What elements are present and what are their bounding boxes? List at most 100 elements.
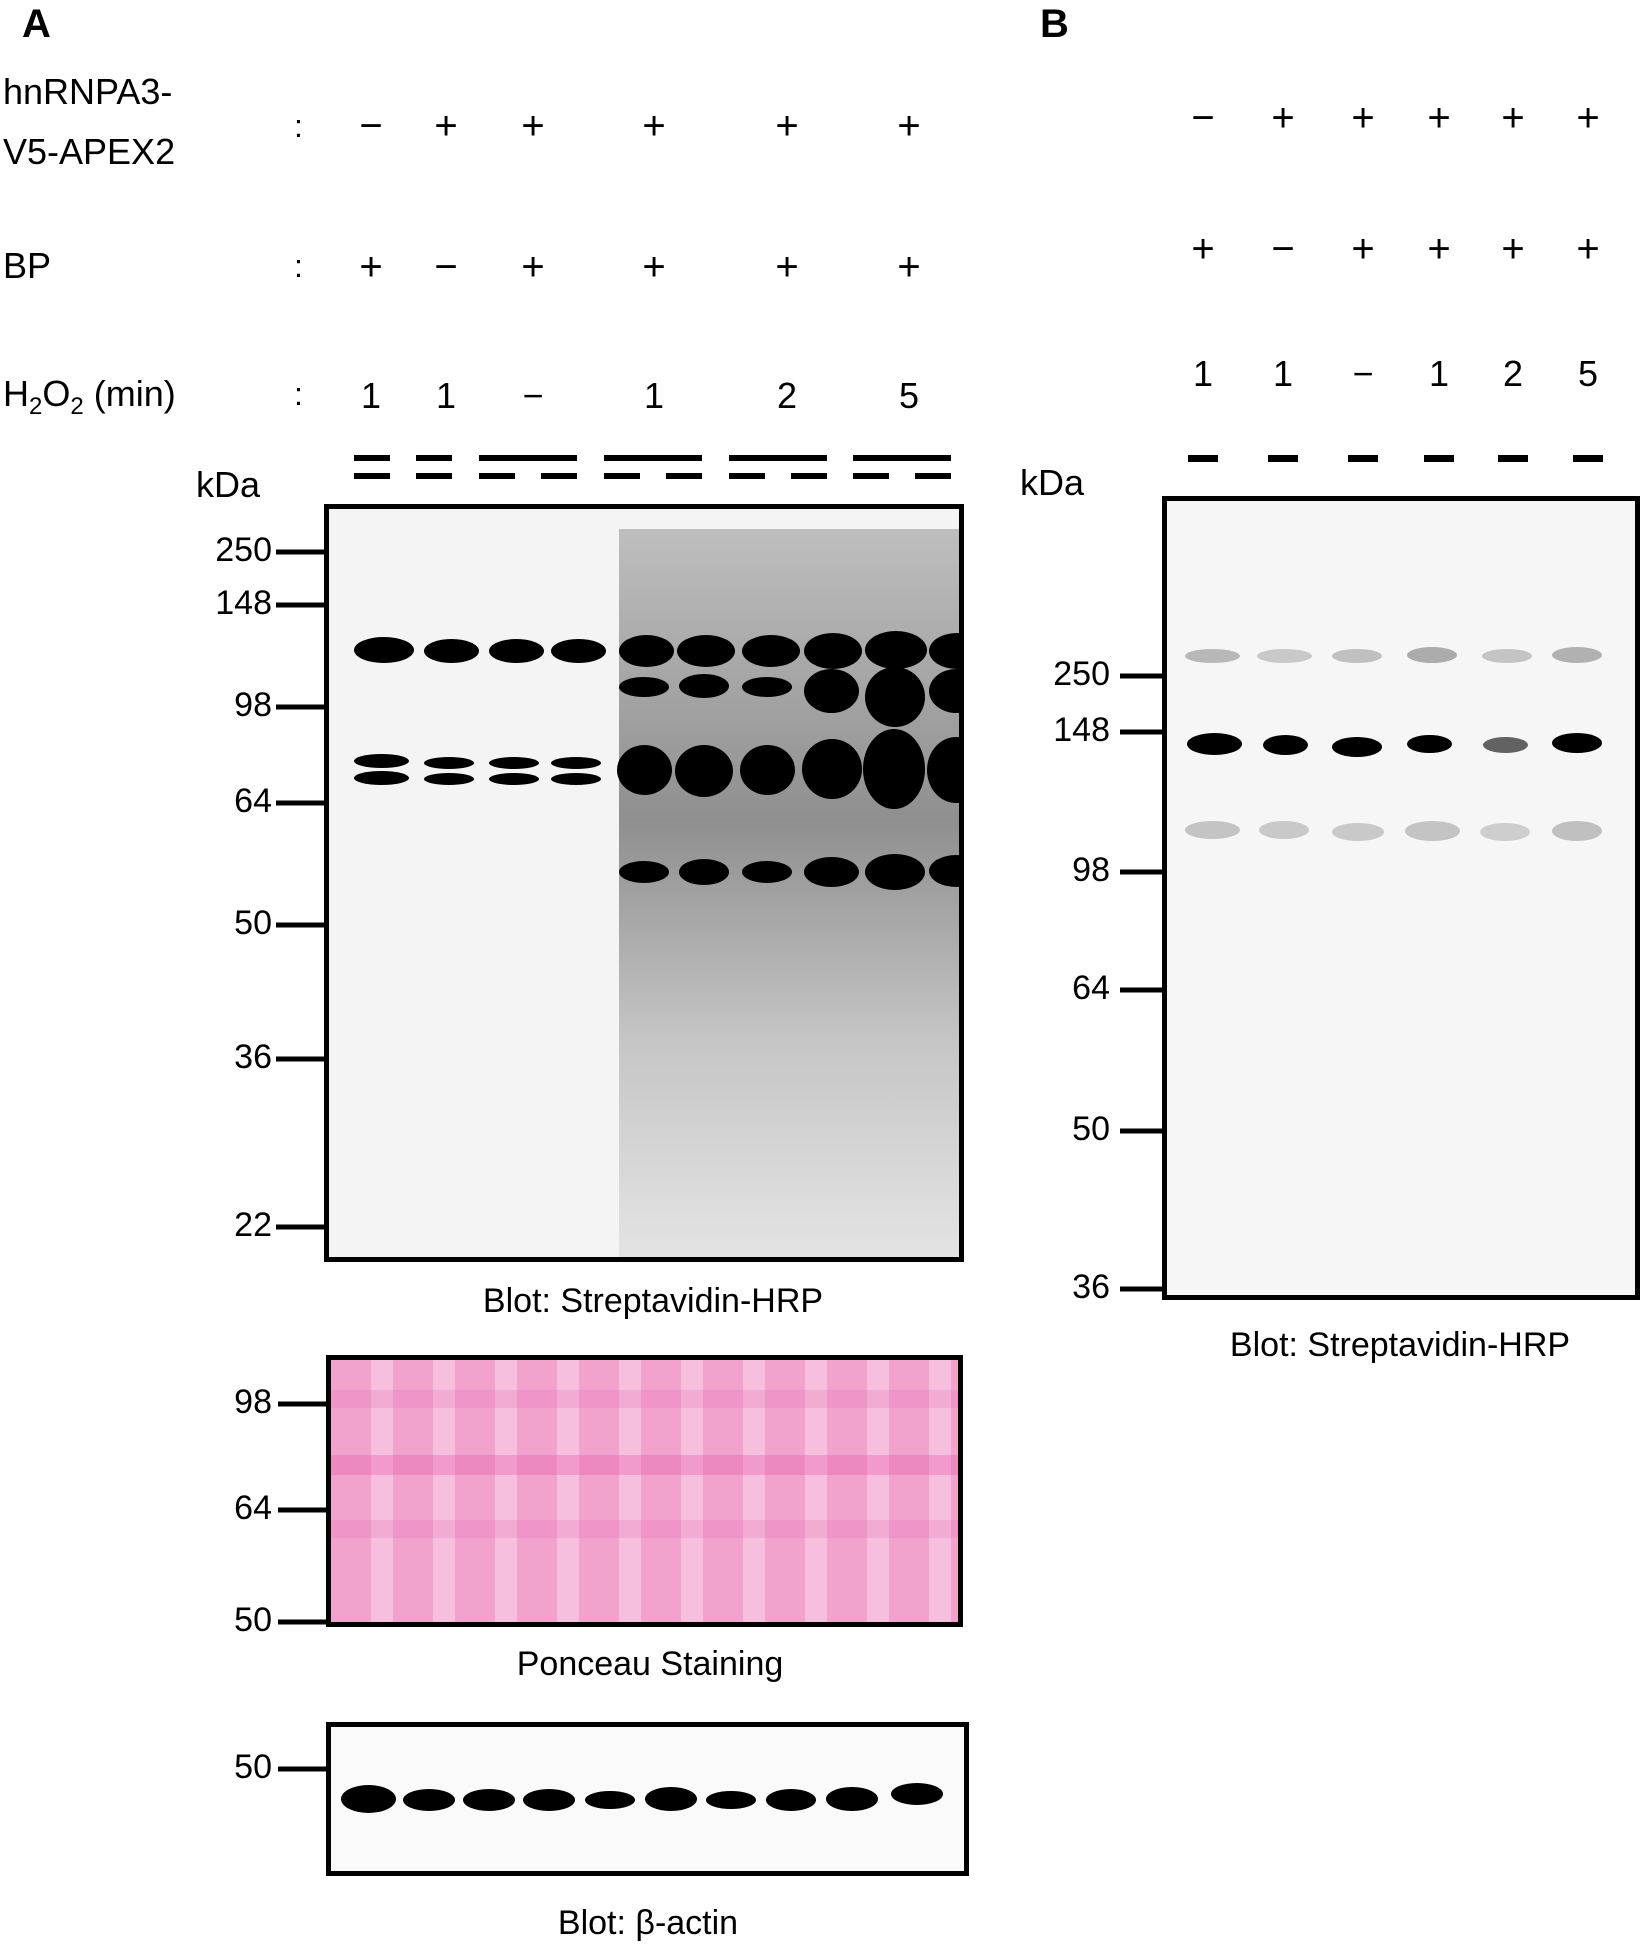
condition-value: + [1351,227,1375,271]
condition-value: + [775,104,799,148]
h2o2-sub1: 2 [29,393,43,421]
lane-bar [1424,455,1454,462]
streptavidin-blot-b [1162,496,1640,1300]
lane-bar [729,473,765,479]
lane-bar [1268,455,1298,462]
mw-marker-label: 50 [234,1601,272,1640]
mw-marker-label: 64 [1072,969,1110,1008]
panel-a-label: A [22,2,51,46]
mw-marker-label: 98 [1072,851,1110,890]
h2o2-unit: (min) [83,373,176,414]
kda-label: kDa [196,464,261,505]
mw-marker-tick [276,602,324,608]
colon: : [294,376,303,412]
condition-value: + [1576,227,1600,271]
condition-value: + [1351,96,1375,140]
condition-value: 5 [898,375,920,416]
mw-marker-tick [276,922,324,928]
colon: : [294,108,303,144]
h2o2-h: H [3,373,29,414]
panel-b-label: B [1040,2,1069,46]
condition-value: 1 [1272,353,1294,394]
mw-marker-tick [276,800,324,806]
condition-value: 1 [1428,353,1450,394]
lane-bar [541,473,577,479]
mw-marker-label: 36 [1072,1268,1110,1307]
row-label-h2o2: H2O2 (min) [3,372,176,429]
mw-marker-tick [1120,673,1162,679]
lane-bar [666,473,702,479]
condition-value: − [1352,353,1374,394]
condition-value: + [1576,96,1600,140]
condition-value: + [521,104,545,148]
blot-caption: Blot: Streptavidin-HRP [482,1282,824,1320]
blot-caption: Blot: β-actin [557,1904,739,1942]
condition-value: 1 [1192,353,1214,394]
condition-value: − [522,375,544,416]
condition-value: + [1501,227,1525,271]
mw-marker-tick [276,1224,324,1230]
lane-bar [1348,455,1378,462]
mw-marker-tick [1120,729,1162,735]
mw-marker-label: 98 [234,1383,272,1422]
condition-value: − [359,104,383,148]
lane-bar [354,473,390,479]
lane-bar [416,473,452,479]
mw-marker-label: 250 [1053,655,1110,694]
mw-marker-tick [278,1619,326,1625]
lane-group-bar [479,455,577,461]
row-label-bp: BP [3,245,52,286]
lane-bar [1188,455,1218,462]
colon: : [294,248,303,284]
mw-marker-label: 50 [234,904,272,943]
row-label-hnrnpa3-line2: V5-APEX2 [3,131,176,172]
blot-caption: Blot: Streptavidin-HRP [1229,1326,1571,1364]
mw-marker-label: 98 [234,686,272,725]
lane-group-bar [853,455,951,461]
actin-blot [326,1722,969,1876]
mw-marker-tick [1120,1286,1162,1292]
lane-group-bar [416,455,452,461]
row-label-hnrnpa3-line1: hnRNPA3- [3,71,173,112]
mw-marker-label: 148 [1053,711,1110,750]
mw-marker-tick [276,549,324,555]
condition-value: + [775,245,799,289]
ponceau-blot [326,1355,963,1627]
condition-value: 5 [1577,353,1599,394]
mw-marker-tick [276,704,324,710]
condition-value: + [521,245,545,289]
blot-caption: Ponceau Staining [516,1645,784,1683]
mw-marker-tick [1120,1128,1162,1134]
mw-marker-tick [276,1056,324,1062]
lane-bar [604,473,640,479]
condition-value: 2 [776,375,798,416]
condition-value: + [1271,96,1295,140]
mw-marker-tick [278,1401,326,1407]
mw-marker-label: 64 [234,1489,272,1528]
mw-marker-label: 148 [215,584,272,623]
mw-marker-label: 22 [234,1206,272,1245]
mw-marker-label: 36 [234,1038,272,1077]
lane-bar [853,473,889,479]
lane-bar [791,473,827,479]
condition-value: + [642,104,666,148]
condition-value: 1 [643,375,665,416]
mw-marker-label: 250 [215,531,272,570]
condition-value: + [359,245,383,289]
lane-group-bar [604,455,702,461]
mw-marker-tick [1120,869,1162,875]
h2o2-sub2: 2 [70,393,84,421]
condition-value: + [897,104,921,148]
kda-label: kDa [1020,462,1085,503]
condition-value: 2 [1502,353,1524,394]
h2o2-o: O [42,373,71,414]
lane-bar [479,473,515,479]
condition-value: + [1427,96,1451,140]
lane-bar [1573,455,1603,462]
lane-bar [1498,455,1528,462]
condition-value: + [1427,227,1451,271]
condition-value: + [1191,227,1215,271]
streptavidin-blot-a [324,504,964,1262]
lane-group-bar [729,455,827,461]
mw-marker-label: 50 [234,1748,272,1787]
